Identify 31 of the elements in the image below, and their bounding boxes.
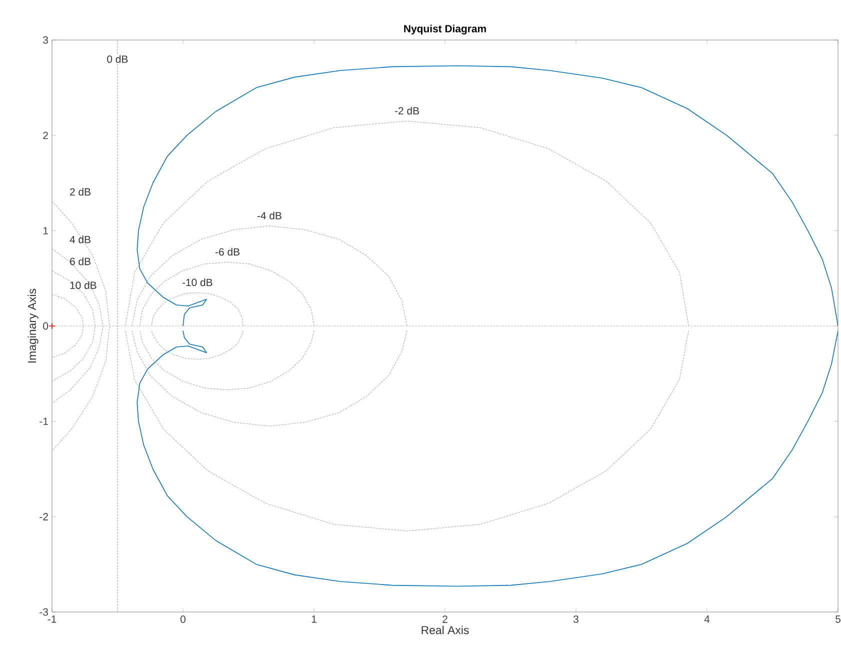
annotation: 2 dB — [70, 188, 90, 196]
y-tick-label: -2 — [40, 513, 48, 520]
line-series — [132, 330, 408, 426]
x-tick-label: 5 — [836, 616, 840, 623]
y-tick-label: -1 — [40, 418, 48, 425]
x-tick-label: 4 — [704, 616, 710, 623]
annotation: 6 dB — [70, 258, 90, 266]
annotation: -6 dB — [216, 248, 240, 256]
chart-title: Nyquist Diagram — [404, 24, 486, 35]
annotation: 4 dB — [70, 236, 90, 244]
x-tick-label: 1 — [312, 616, 316, 623]
annotation: 10 dB — [70, 281, 96, 290]
x-tick-label: 0 — [180, 616, 186, 623]
ref-line-label: 0 dB — [107, 55, 128, 63]
line-series — [136, 65, 838, 326]
line-series — [151, 330, 244, 360]
line-series — [125, 330, 690, 532]
y-axis-title: Imaginary Axis — [28, 288, 38, 363]
annotation: -4 dB — [257, 212, 282, 220]
x-axis-title: Real Axis — [422, 626, 469, 634]
x-tick-label: 3 — [573, 616, 578, 623]
y-tick-label: -3 — [40, 608, 48, 616]
y-tick-label: 3 — [43, 36, 48, 44]
line-series — [139, 330, 314, 390]
y-tick-label: 1 — [43, 227, 48, 234]
line-series — [136, 330, 838, 587]
y-tick-label: 2 — [43, 132, 48, 139]
x-tick-label: 2 — [442, 616, 448, 623]
annotation: -2 dB — [394, 106, 419, 115]
y-tick-label: 0 — [43, 322, 48, 330]
annotation: -10 dB — [182, 278, 212, 286]
